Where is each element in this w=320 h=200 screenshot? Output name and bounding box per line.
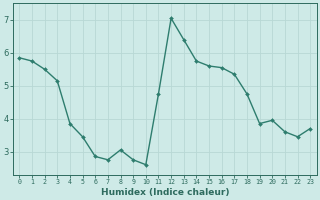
X-axis label: Humidex (Indice chaleur): Humidex (Indice chaleur): [100, 188, 229, 197]
